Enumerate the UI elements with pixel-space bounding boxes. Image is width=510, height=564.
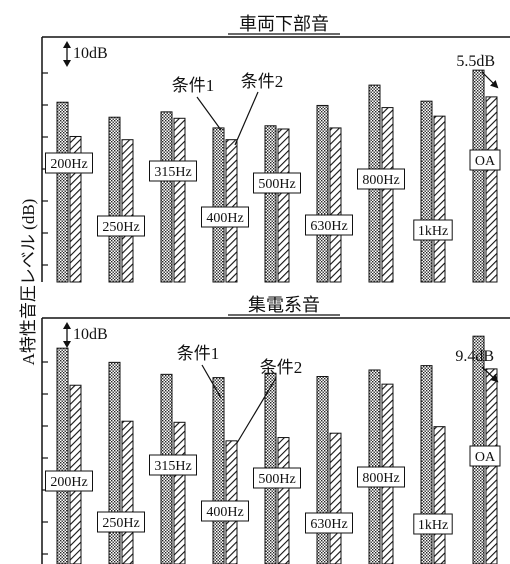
category-label: OA — [475, 450, 496, 465]
category-label: 315Hz — [154, 165, 191, 180]
bar-condition2 — [381, 107, 394, 283]
bar-condition2 — [329, 127, 342, 283]
chart-title: 車両下部音 — [239, 14, 329, 34]
category-label-box — [149, 454, 197, 476]
bar-condition1 — [316, 376, 329, 564]
category-label: 315Hz — [154, 459, 191, 474]
bar-condition2 — [121, 420, 134, 564]
bar-condition1 — [212, 127, 225, 283]
bar-condition2 — [69, 135, 82, 283]
category-label-box — [97, 215, 145, 237]
scale-arrowhead-up — [63, 41, 71, 48]
bar-condition2 — [277, 128, 290, 283]
bar-condition1 — [316, 104, 329, 283]
bar-condition1 — [472, 69, 485, 283]
bar-condition2 — [173, 117, 186, 283]
category-label-box — [45, 470, 93, 492]
difference-annotation: 5.5dB — [456, 53, 495, 70]
callout-line-condition2 — [236, 377, 277, 444]
bar-condition1 — [56, 347, 69, 564]
category-label-box — [253, 172, 301, 194]
bar-condition1 — [420, 365, 433, 564]
bar-condition2 — [433, 426, 446, 564]
category-label: 800Hz — [362, 173, 399, 188]
series-label-condition2: 条件2 — [241, 72, 284, 91]
bar-condition1 — [264, 125, 277, 283]
category-label: 250Hz — [102, 516, 139, 531]
callout-line-condition1 — [201, 364, 222, 399]
category-label: 1kHz — [418, 518, 448, 533]
category-label: 400Hz — [206, 211, 243, 226]
series-label-condition2: 条件2 — [260, 358, 303, 377]
category-label-box — [469, 149, 501, 171]
bar-condition1 — [212, 377, 225, 564]
category-label-box — [253, 467, 301, 489]
category-label-box — [357, 168, 405, 190]
category-label: 630Hz — [310, 517, 347, 532]
bar-condition2 — [121, 139, 134, 283]
callout-line-condition1 — [196, 96, 222, 131]
category-label-box — [201, 500, 249, 522]
bar-condition2 — [329, 432, 342, 564]
annotation-arrow — [481, 366, 499, 383]
category-label: 200Hz — [50, 157, 87, 172]
category-label: 200Hz — [50, 475, 87, 490]
category-label-box — [149, 160, 197, 182]
scale-arrowhead-up — [63, 322, 71, 329]
callout-line-condition2 — [234, 91, 259, 146]
category-label: 400Hz — [206, 505, 243, 520]
category-label-box — [97, 511, 145, 533]
bar-condition2 — [433, 115, 446, 283]
category-label-box — [305, 214, 353, 236]
chart-panel-1: 車両下部音 10dB 200Hz 250Hz 315Hz 400Hz 500Hz 630Hz 8… — [41, 14, 510, 283]
annotation-arrow — [481, 71, 499, 89]
bar-condition1 — [56, 101, 69, 283]
category-label-box — [469, 445, 501, 467]
category-label: 250Hz — [102, 220, 139, 235]
difference-annotation: 9.4dB — [455, 348, 494, 365]
category-label: 630Hz — [310, 219, 347, 234]
category-label-box — [413, 219, 453, 241]
scale-arrowhead-down — [63, 341, 71, 348]
bar-condition2 — [277, 437, 290, 564]
bar-condition2 — [173, 421, 186, 564]
chart-panel-2: 集電系音 10dB 200Hz 250Hz 315Hz 400Hz 500Hz 630Hz 80… — [41, 295, 510, 564]
category-label-box — [45, 152, 93, 174]
category-label: 800Hz — [362, 471, 399, 486]
category-label: 1kHz — [418, 224, 448, 239]
category-label: 500Hz — [258, 177, 295, 192]
bar-condition1 — [108, 116, 121, 283]
chart-title: 集電系音 — [248, 295, 320, 315]
category-label-box — [413, 513, 453, 535]
bar-condition2 — [485, 96, 498, 283]
bar-condition1 — [108, 361, 121, 564]
category-label-box — [357, 466, 405, 488]
category-label: 500Hz — [258, 472, 295, 487]
series-label-condition1: 条件1 — [177, 344, 220, 363]
category-label-box — [305, 512, 353, 534]
bar-condition1 — [420, 100, 433, 283]
category-label-box — [201, 206, 249, 228]
scale-arrowhead-down — [63, 60, 71, 67]
series-label-condition1: 条件1 — [172, 76, 215, 95]
scale-label: 10dB — [73, 326, 108, 343]
scale-label: 10dB — [73, 45, 108, 62]
category-label: OA — [475, 154, 496, 169]
bar-condition1 — [160, 111, 173, 283]
